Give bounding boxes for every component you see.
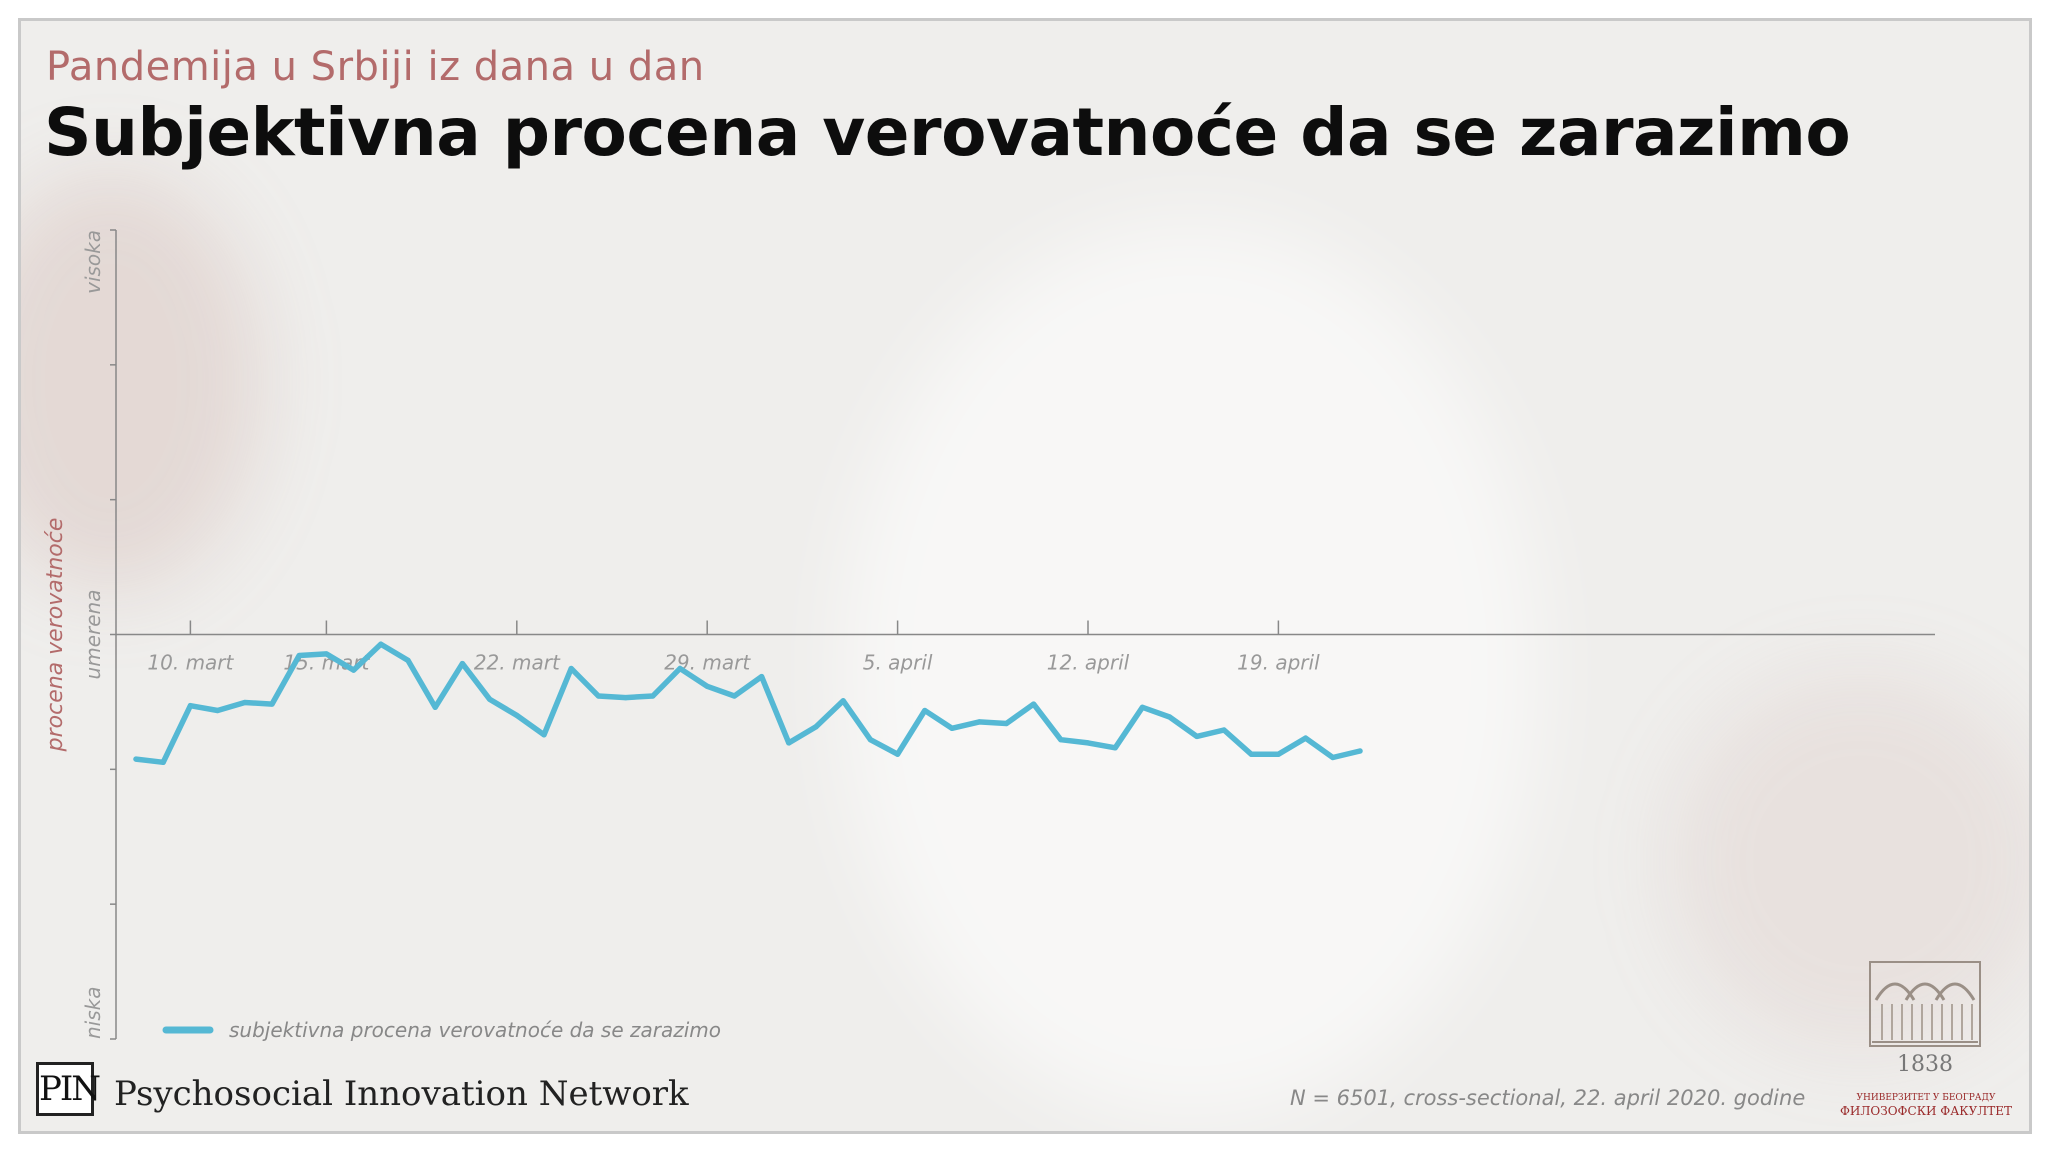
map-silhouette bbox=[841, 221, 1541, 1121]
chart-marks bbox=[133, 641, 1363, 766]
data-point bbox=[487, 696, 493, 702]
data-point bbox=[1058, 737, 1064, 743]
data-point bbox=[704, 683, 710, 689]
legend-label: subjektivna procena verovatnoće da se za… bbox=[229, 1018, 721, 1042]
data-point bbox=[813, 724, 819, 730]
slide-frame bbox=[18, 18, 2032, 1134]
data-point bbox=[623, 695, 629, 701]
university-name: УНИВЕРЗИТЕТ У БЕОГРАДУ bbox=[1856, 1093, 1996, 1103]
data-point bbox=[1357, 748, 1363, 754]
data-point bbox=[1303, 735, 1309, 741]
x-tick-label: 10. mart bbox=[147, 651, 234, 675]
data-point bbox=[895, 751, 901, 757]
chart-title: Subjektivna procena verovatnoće da se za… bbox=[44, 94, 1851, 171]
chart-subtitle: Pandemija u Srbiji iz dana u dan bbox=[46, 44, 705, 90]
data-point bbox=[432, 704, 438, 710]
data-point bbox=[1221, 727, 1227, 733]
data-point bbox=[922, 707, 928, 714]
data-point bbox=[1003, 720, 1010, 727]
x-tick-label: 5. april bbox=[863, 651, 933, 675]
x-tick-label: 22. mart bbox=[474, 651, 561, 675]
data-point bbox=[1031, 701, 1037, 707]
data-point bbox=[976, 719, 982, 725]
data-point bbox=[595, 693, 602, 699]
data-point bbox=[351, 667, 357, 673]
data-point bbox=[242, 699, 248, 706]
data-point bbox=[1330, 754, 1336, 761]
x-tick-label: 12. april bbox=[1047, 651, 1130, 675]
org-name: Psychosocial Innovation Network bbox=[114, 1074, 689, 1114]
data-point bbox=[949, 725, 955, 731]
data-point bbox=[1112, 745, 1118, 751]
data-point bbox=[323, 651, 329, 657]
background-texture bbox=[1671, 671, 2029, 1051]
data-point bbox=[405, 657, 411, 663]
data-point bbox=[133, 756, 139, 762]
data-point bbox=[1085, 740, 1091, 746]
pin-logo: PIN bbox=[36, 1062, 101, 1116]
data-point bbox=[269, 701, 275, 707]
series-line bbox=[133, 641, 1363, 766]
faculty-name: ФИЛОЗОФСКИ ФАКУЛТЕТ bbox=[1839, 1104, 2013, 1118]
data-point bbox=[840, 698, 846, 704]
y-tick-label: visoka bbox=[81, 230, 105, 294]
data-point bbox=[731, 693, 738, 699]
y-tick-label: umerena bbox=[81, 590, 105, 680]
chart-axes: 10. mart 15. mart 22. mart 29. mart 5. april… bbox=[43, 229, 1935, 1040]
data-point bbox=[786, 740, 792, 746]
sample-note: N = 6501, cross-sectional, 22. april 202… bbox=[1290, 1086, 1806, 1110]
data-point bbox=[187, 703, 193, 709]
data-point bbox=[541, 732, 547, 738]
data-point bbox=[378, 641, 384, 647]
data-point bbox=[867, 737, 874, 743]
data-point bbox=[650, 693, 656, 699]
data-point bbox=[296, 652, 302, 659]
data-point bbox=[677, 665, 683, 672]
data-point bbox=[514, 712, 520, 719]
data-point bbox=[160, 759, 166, 765]
data-point bbox=[568, 665, 574, 672]
university-building-icon bbox=[1869, 961, 1981, 1047]
data-point bbox=[215, 707, 221, 714]
y-tick-label: niska bbox=[81, 987, 105, 1040]
x-tick-label: 19. april bbox=[1237, 651, 1320, 675]
background-texture bbox=[21, 171, 261, 591]
data-point bbox=[759, 673, 765, 680]
y-axis-label: procena verovatnoće bbox=[43, 518, 68, 753]
data-point bbox=[1248, 751, 1254, 757]
data-point bbox=[1139, 704, 1145, 710]
data-point bbox=[1275, 751, 1281, 757]
chart-legend: subjektivna procena verovatnoće da se za… bbox=[162, 1018, 721, 1042]
data-point bbox=[1194, 733, 1200, 740]
data-point bbox=[459, 661, 465, 667]
data-point bbox=[1167, 714, 1173, 720]
university-year: 1838 bbox=[1897, 1052, 1953, 1077]
